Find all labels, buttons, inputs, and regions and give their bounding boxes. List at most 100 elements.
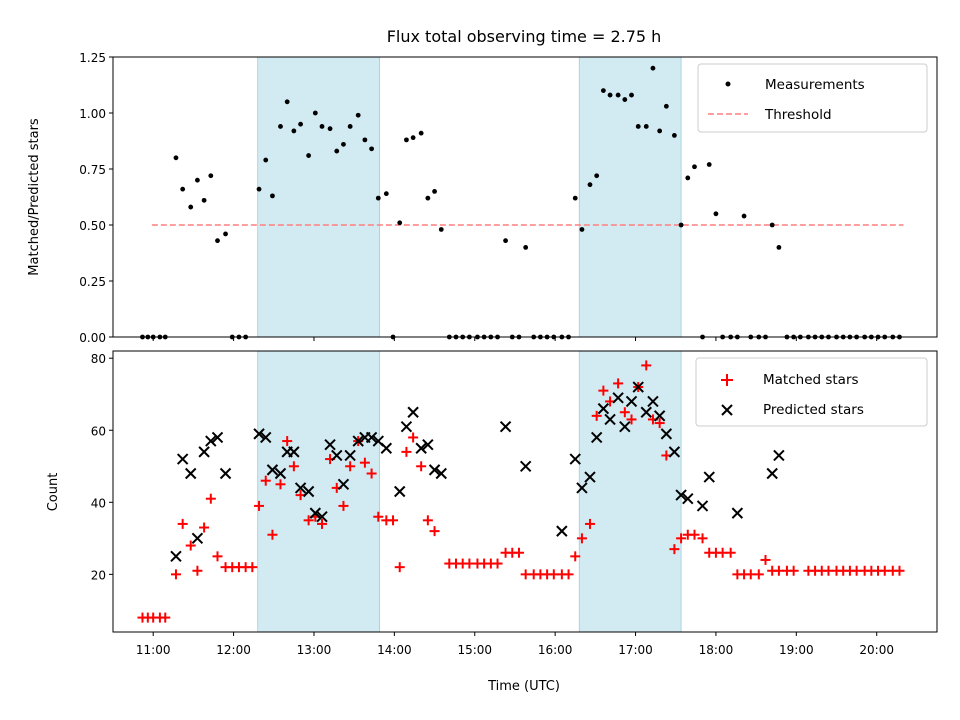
- shaded-interval: [257, 350, 381, 633]
- x-tick-label: 17:00: [618, 643, 653, 657]
- top-panel: 0.00 0.25 0.50 0.75 1.00 1.25 Matched/Predict…: [27, 51, 938, 345]
- matched-star-point: [212, 551, 223, 562]
- x-tick-label: 18:00: [699, 643, 734, 657]
- predicted-star-point: [365, 431, 378, 444]
- predicted-star-point: [435, 467, 447, 480]
- measurement-point: [278, 124, 283, 129]
- predicted-star-point: [612, 392, 624, 404]
- measurement-point: [404, 137, 409, 143]
- predicted-star-point: [309, 507, 322, 519]
- x-tick-label: 16:00: [538, 643, 573, 657]
- measurement-point: [319, 124, 325, 129]
- measurement-point: [432, 189, 437, 194]
- predicted-stars-series: [170, 381, 785, 563]
- predicted-star-point: [696, 500, 709, 512]
- matched-star-point: [303, 515, 314, 526]
- bottom-legend-box: [695, 357, 928, 427]
- top-legend: Measurements Threshold: [697, 63, 928, 133]
- y-tick-label: 20: [91, 568, 106, 582]
- matched-star-point: [260, 475, 271, 486]
- measurement-point: [195, 177, 200, 183]
- measurement-point: [587, 182, 593, 188]
- x-tick-label: 20:00: [859, 643, 894, 657]
- predicted-star-point: [302, 485, 315, 498]
- matched-star-point: [366, 468, 377, 479]
- bottom-shaded-intervals: [257, 350, 682, 633]
- bottom-axes-frame: [112, 350, 938, 633]
- measurement-point: [327, 126, 333, 132]
- predicted-star-point: [198, 446, 210, 458]
- measurement-point: [347, 124, 353, 129]
- measurement-point: [208, 173, 214, 179]
- predicted-star-point: [415, 442, 427, 454]
- measurement-point: [657, 128, 663, 134]
- top-shaded-intervals: [257, 56, 682, 338]
- measurement-point: [397, 220, 403, 226]
- predicted-star-point: [731, 507, 744, 519]
- measurement-point: [572, 195, 578, 201]
- predicted-star-point: [344, 449, 356, 462]
- x-tick-label: 19:00: [779, 643, 814, 657]
- matched-star-point: [177, 518, 188, 529]
- x-tick-label: 13:00: [297, 643, 332, 657]
- matched-star-point: [422, 515, 433, 526]
- measurement-point: [383, 191, 389, 197]
- predicted-star-point: [653, 410, 666, 422]
- predicted-star-point: [253, 428, 265, 440]
- matched-star-point: [626, 414, 637, 425]
- x-tick-label: 15:00: [457, 643, 492, 657]
- legend-matched-marker: [721, 374, 733, 386]
- predicted-star-point: [205, 435, 217, 447]
- predicted-star-point: [428, 464, 441, 476]
- matched-star-point: [894, 565, 905, 576]
- predicted-star-point: [619, 420, 631, 433]
- matched-star-point: [669, 544, 680, 555]
- legend-predicted-marker: [721, 404, 733, 416]
- top-y-ticks: 0.00 0.25 0.50 0.75 1.00 1.25: [79, 51, 113, 345]
- predicted-star-point: [191, 532, 204, 545]
- predicted-star-point: [597, 402, 610, 415]
- measurement-point: [425, 195, 431, 201]
- predicted-star-point: [324, 438, 336, 451]
- y-tick-label: 80: [91, 352, 106, 366]
- predicted-star-point: [337, 478, 350, 491]
- measurement-point: [663, 103, 669, 109]
- measurement-point: [298, 121, 303, 127]
- predicted-star-point: [170, 550, 182, 563]
- predicted-star-point: [266, 464, 279, 476]
- measurement-point: [215, 238, 220, 244]
- predicted-star-point: [640, 406, 652, 418]
- matched-star-point: [254, 500, 265, 511]
- matched-star-point: [676, 533, 687, 544]
- y-tick-label: 0.00: [79, 331, 106, 345]
- measurement-point: [615, 92, 621, 98]
- matched-star-point: [388, 515, 399, 526]
- bottom-x-ticks: 11:00 12:00 13:00 14:00 15:00 16:00 17:00 18:00…: [136, 632, 894, 657]
- matched-star-point: [282, 436, 293, 447]
- measurement-point: [201, 197, 207, 203]
- measurement-point: [741, 213, 747, 219]
- matched-star-point: [338, 500, 349, 511]
- predicted-star-point: [260, 431, 272, 444]
- matched-star-point: [613, 378, 624, 389]
- measurement-point: [713, 211, 719, 217]
- x-axis-label: Time (UTC): [487, 679, 560, 694]
- matched-star-point: [492, 558, 503, 569]
- predicted-star-point: [766, 467, 778, 480]
- legend-threshold-label: Threshold: [764, 107, 832, 123]
- matched-star-point: [654, 418, 665, 429]
- predicted-star-point: [647, 395, 659, 408]
- measurement-point: [173, 155, 179, 161]
- measurement-point: [671, 133, 677, 138]
- predicted-star-point: [703, 471, 715, 483]
- predicted-star-point: [394, 485, 406, 498]
- matched-star-point: [267, 529, 278, 540]
- predicted-star-point: [590, 431, 603, 444]
- matched-star-point: [619, 407, 630, 418]
- predicted-star-point: [211, 431, 224, 444]
- shaded-interval: [257, 56, 381, 338]
- predicted-star-point: [294, 482, 307, 494]
- predicted-star-point: [407, 406, 419, 418]
